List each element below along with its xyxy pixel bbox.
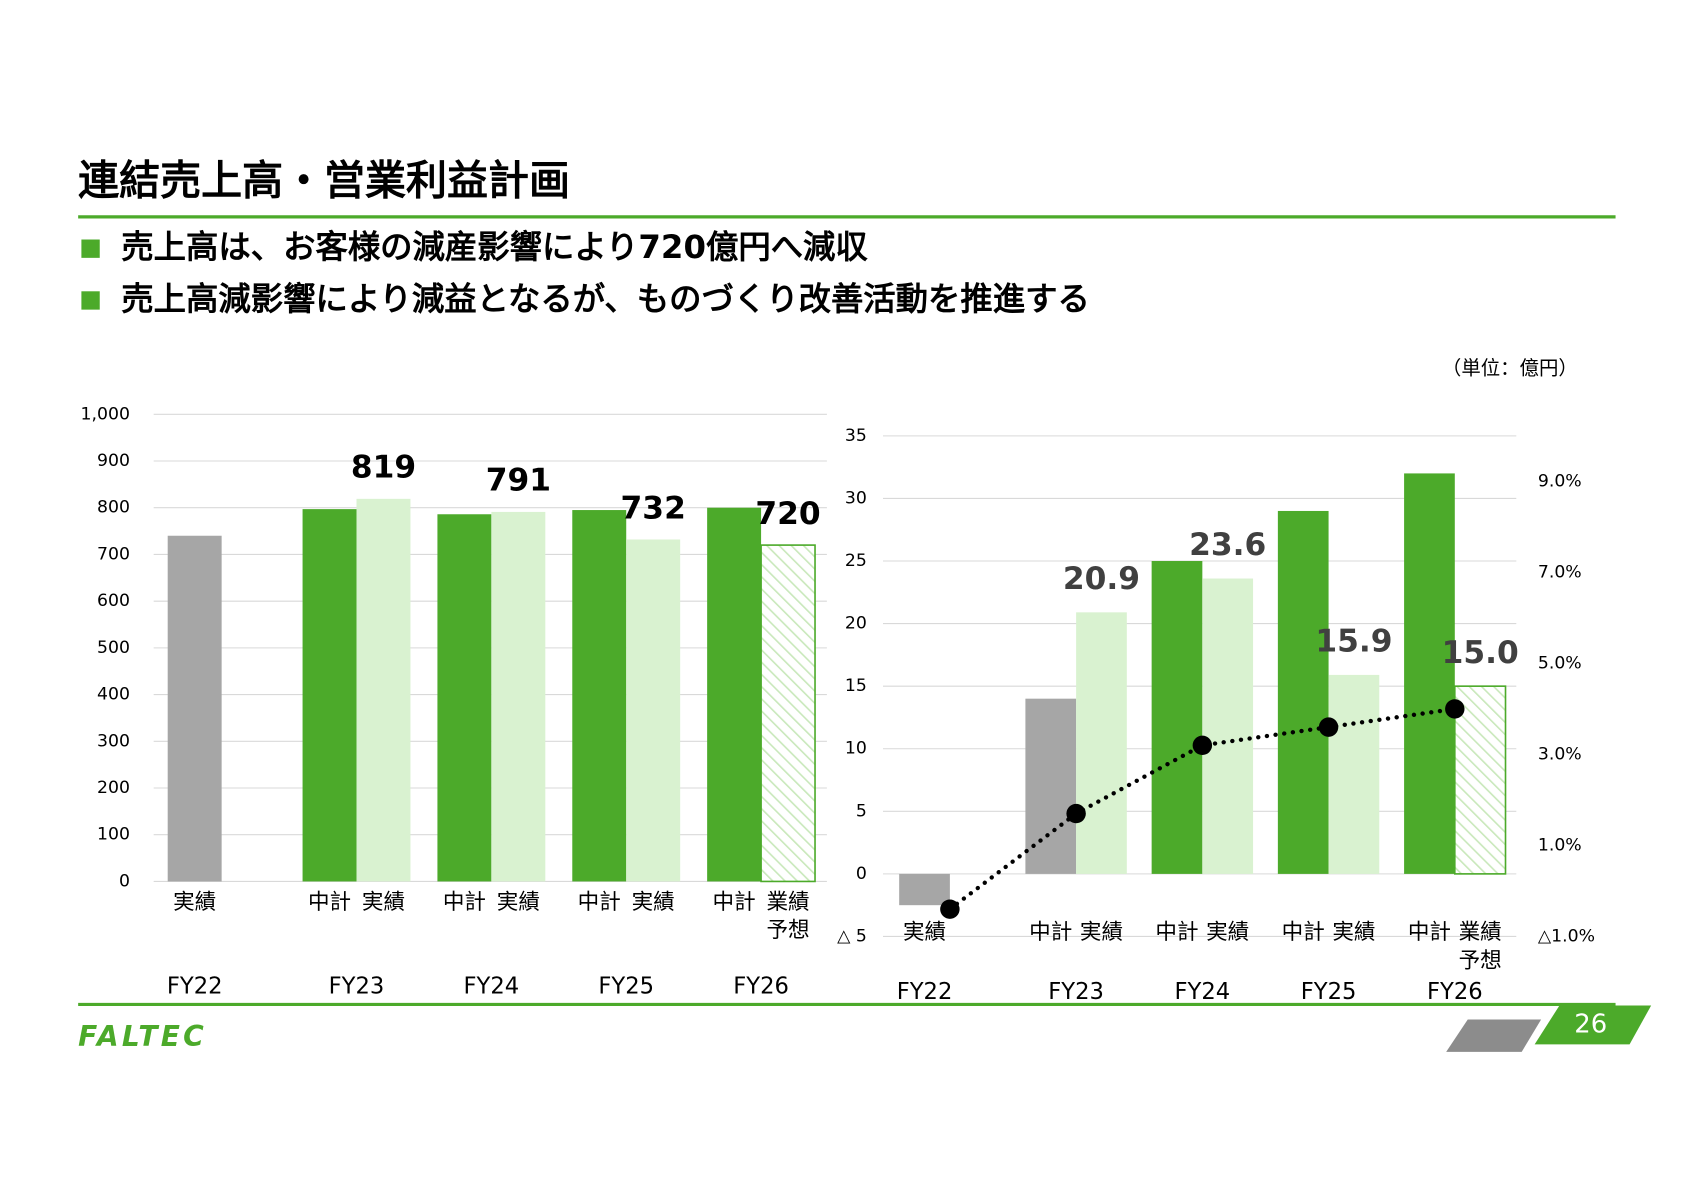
x-tick-label: 業績予想 xyxy=(1459,920,1502,973)
y-tick-label: 400 xyxy=(97,685,130,705)
group-label: FY24 xyxy=(1175,979,1231,1005)
page-badge xyxy=(1534,1005,1652,1045)
y2-tick-label: 9.0% xyxy=(1538,471,1582,491)
x-tick-label: 中計 xyxy=(1408,920,1451,945)
y-tick-label: △ 5 xyxy=(837,926,867,946)
bar xyxy=(899,873,950,906)
x-tick-label: 実績 xyxy=(903,920,946,945)
y-tick-label: 10 xyxy=(845,739,867,759)
bar xyxy=(1076,612,1127,874)
y-tick-label: 800 xyxy=(97,498,130,518)
x-tick-label: 実績 xyxy=(1206,920,1249,945)
page-deco xyxy=(1446,1019,1542,1052)
slide-title: 連結売上高・営業利益計画 xyxy=(78,156,570,204)
group-label: FY22 xyxy=(167,974,223,1000)
x-tick-label: 実績 xyxy=(362,890,405,915)
x-tick-label: 実績 xyxy=(173,890,216,915)
logo: FALTEC xyxy=(78,1020,207,1053)
y-tick-label: 100 xyxy=(97,825,130,845)
y2-tick-label: 5.0% xyxy=(1538,653,1582,673)
group-label: FY23 xyxy=(329,974,385,1000)
bar xyxy=(1151,561,1203,874)
bar xyxy=(1277,510,1329,874)
bar xyxy=(1453,685,1507,875)
x-tick-label: 中計 xyxy=(308,890,351,915)
bar xyxy=(356,498,411,882)
bar xyxy=(760,544,816,883)
x-tick-label: 中計 xyxy=(578,890,621,915)
group-label: FY23 xyxy=(1048,979,1104,1005)
y-tick-label: 700 xyxy=(97,544,130,564)
y-tick-label: 0 xyxy=(119,871,130,891)
y-tick-label: 200 xyxy=(97,778,130,798)
y-tick-label: 25 xyxy=(845,551,867,571)
line-point xyxy=(1066,803,1086,824)
bar xyxy=(1328,674,1380,874)
page-number: 26 xyxy=(1574,1009,1607,1039)
y-tick-label: 600 xyxy=(97,591,130,611)
data-label: 15.9 xyxy=(1315,624,1392,660)
group-label: FY26 xyxy=(733,974,789,1000)
bar xyxy=(626,539,681,882)
group-label: FY26 xyxy=(1427,979,1483,1005)
line xyxy=(947,706,1457,912)
data-label: 819 xyxy=(351,450,416,486)
bar xyxy=(302,509,357,882)
line-point xyxy=(1192,735,1213,756)
x-tick-label: 実績 xyxy=(1332,920,1375,945)
x-tick-label: 中計 xyxy=(443,890,486,915)
bullet-square xyxy=(81,239,100,258)
y2-tick-label: △1.0% xyxy=(1538,926,1595,946)
line-point xyxy=(1445,699,1465,719)
y-tick-label: 20 xyxy=(845,614,867,634)
x-tick-label: 実績 xyxy=(1080,920,1123,945)
group-label: FY22 xyxy=(897,979,953,1005)
bar xyxy=(1202,578,1254,874)
bullet: 売上高は、お客様の減産影響により720億円へ減収 xyxy=(121,228,868,266)
y2-tick-label: 3.0% xyxy=(1538,744,1582,764)
y2-tick-label: 7.0% xyxy=(1538,562,1582,582)
bar xyxy=(167,535,222,882)
data-label: 791 xyxy=(486,463,551,499)
y-tick-label: 30 xyxy=(845,488,867,508)
y-tick-label: 300 xyxy=(97,731,130,751)
y-tick-label: 500 xyxy=(97,638,130,658)
y-tick-label: 1,000 xyxy=(81,404,130,424)
y-tick-label: 0 xyxy=(856,864,867,884)
x-tick-label: 中計 xyxy=(713,890,756,915)
x-tick-label: 中計 xyxy=(1029,920,1072,945)
bar xyxy=(437,514,492,882)
data-label: 20.9 xyxy=(1063,561,1140,597)
group-label: FY24 xyxy=(464,974,520,1000)
bar xyxy=(707,507,762,882)
x-tick-label: 中計 xyxy=(1155,920,1198,945)
data-label: 23.6 xyxy=(1189,527,1266,563)
data-label: 15.0 xyxy=(1442,635,1519,671)
x-tick-label: 実績 xyxy=(497,890,540,915)
x-tick-label: 中計 xyxy=(1282,920,1325,945)
bar xyxy=(1404,473,1455,874)
unit-note: （単位：億円） xyxy=(1442,356,1578,379)
y2-tick-label: 1.0% xyxy=(1538,835,1582,855)
bar xyxy=(572,510,627,882)
line-point xyxy=(940,899,960,919)
y-tick-label: 5 xyxy=(856,801,867,821)
y-tick-label: 900 xyxy=(97,451,130,471)
bullet: 売上高減影響により減益となるが、ものづくり改善活動を推進する xyxy=(121,280,1090,318)
line-point xyxy=(1318,717,1339,737)
group-label: FY25 xyxy=(598,974,654,1000)
y-tick-label: 35 xyxy=(845,426,867,446)
bullet-square xyxy=(81,291,100,310)
x-tick-label: 実績 xyxy=(632,890,675,915)
y-tick-label: 15 xyxy=(845,676,867,696)
bar xyxy=(491,511,546,882)
data-label: 720 xyxy=(755,496,820,532)
group-label: FY25 xyxy=(1301,979,1357,1005)
data-label: 732 xyxy=(621,490,686,526)
x-tick-label: 業績予想 xyxy=(766,890,809,943)
